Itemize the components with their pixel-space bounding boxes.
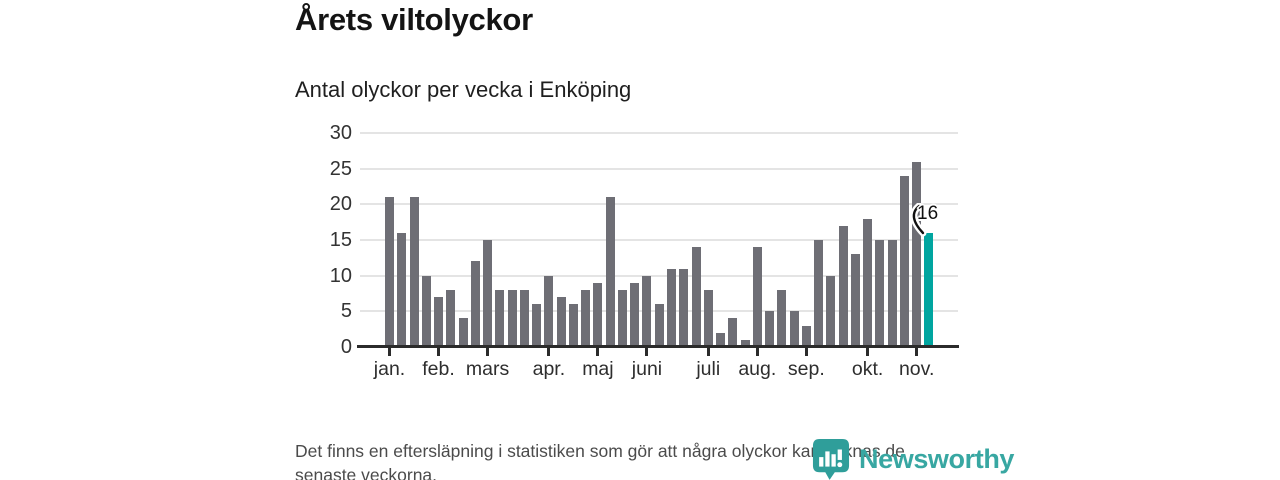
y-axis-label-20: 20 [329,193,352,216]
bar-week-15 [556,297,566,347]
chart-subtitle: Antal olyckor per vecka i Enköping [295,77,632,102]
bar-week-26 [691,247,701,347]
bar-week-28 [716,332,726,347]
x-axis-tick-apr [547,348,551,356]
bar-week-35 [801,325,811,347]
x-axis-tick-sep [804,348,808,356]
x-axis-line [357,345,959,348]
bar-week-25 [679,268,689,347]
bar-week-3 [409,197,419,347]
bar-week-44 [912,161,922,347]
y-axis-label-10: 10 [329,264,352,287]
bar-week-41 [875,240,885,347]
bar-week-14 [544,275,554,347]
plot-area [360,132,958,347]
bar-week-36 [814,240,824,347]
x-axis-label-maj: maj [582,358,614,380]
highlighted-bar-value-label: 16 [917,203,939,224]
bar-week-7 [458,318,468,347]
y-axis-label-5: 5 [340,300,352,323]
footer-note: Det finns en eftersläpning i statistiken… [295,440,1015,480]
gridline-y15 [360,239,958,241]
newsworthy-logo: Newsworthy [812,438,1014,480]
bar-week-40 [863,218,873,347]
bar-week-30 [740,339,750,347]
bar-week-20 [617,289,627,347]
bar-week-21 [630,282,640,347]
bar-week-33 [777,289,787,347]
bar-week-13 [532,304,542,347]
x-axis-label-juli: juli [696,358,721,380]
annotation-leader-line [910,203,927,237]
y-axis-label-0: 0 [340,336,352,358]
x-axis-label-okt: okt. [851,358,884,380]
highlighted-bar-week-45 [924,232,934,347]
gridline-y10 [360,274,958,277]
bar-week-42 [887,240,897,347]
bar-week-10 [495,289,505,347]
x-axis-tick-juli [706,348,710,356]
bar-week-24 [666,268,676,347]
bar-week-32 [765,311,775,347]
x-axis-label-apr: apr. [532,358,566,380]
x-axis-tick-juni [645,348,649,356]
bar-week-17 [581,289,591,347]
bar-week-8 [470,261,480,347]
newsworthy-logo-icon [812,439,850,480]
gridline-y20 [360,203,958,206]
x-axis-tick-aug [755,348,759,356]
bar-week-29 [728,318,738,347]
y-axis-label-15: 15 [329,229,352,251]
x-axis-tick-jan [388,348,391,356]
bar-week-12 [519,289,529,347]
gridline-y30 [360,132,958,134]
x-axis-tick-mars [486,348,490,356]
x-axis-label-juni: juni [631,358,663,380]
x-axis-tick-feb [437,348,441,356]
bar-week-5 [434,297,444,347]
bar-week-27 [703,289,713,347]
gridline-y25 [360,167,958,170]
bar-week-37 [826,275,836,347]
x-axis-tick-nov [915,348,919,356]
footer-note-line1: Det finns en eftersläpning i statistiken… [295,441,905,461]
bar-week-31 [752,247,762,347]
x-axis-label-mars: mars [465,358,510,380]
bar-week-22 [642,275,652,347]
bar-week-43 [899,175,909,347]
bar-week-18 [593,282,603,347]
bar-week-19 [605,197,615,347]
x-axis-label-aug: aug. [738,358,777,380]
x-axis-tick-maj [596,348,600,356]
bar-week-6 [446,289,456,347]
y-axis-label-25: 25 [329,157,352,180]
x-axis-label-jan: jan. [373,358,406,380]
bar-week-1 [385,197,394,347]
bar-week-23 [654,304,664,347]
bar-week-39 [850,254,860,347]
bar-week-4 [421,275,431,347]
x-axis-label-nov: nov. [898,358,935,380]
y-axis-label-30: 30 [329,122,352,144]
bar-week-16 [568,304,578,347]
bar-week-9 [483,240,493,347]
bar-week-2 [397,232,407,347]
x-axis-label-sep: sep. [787,358,825,380]
bar-week-34 [789,311,799,347]
bar-week-11 [507,289,517,347]
x-axis-label-feb: feb. [422,358,455,380]
bar-week-38 [838,225,848,347]
newsworthy-logo-text: Newsworthy [859,443,1015,474]
x-axis-tick-okt [866,348,870,356]
footer-note-line2: senaste veckorna. [295,464,438,480]
page-title: Årets viltolyckor [295,2,533,37]
